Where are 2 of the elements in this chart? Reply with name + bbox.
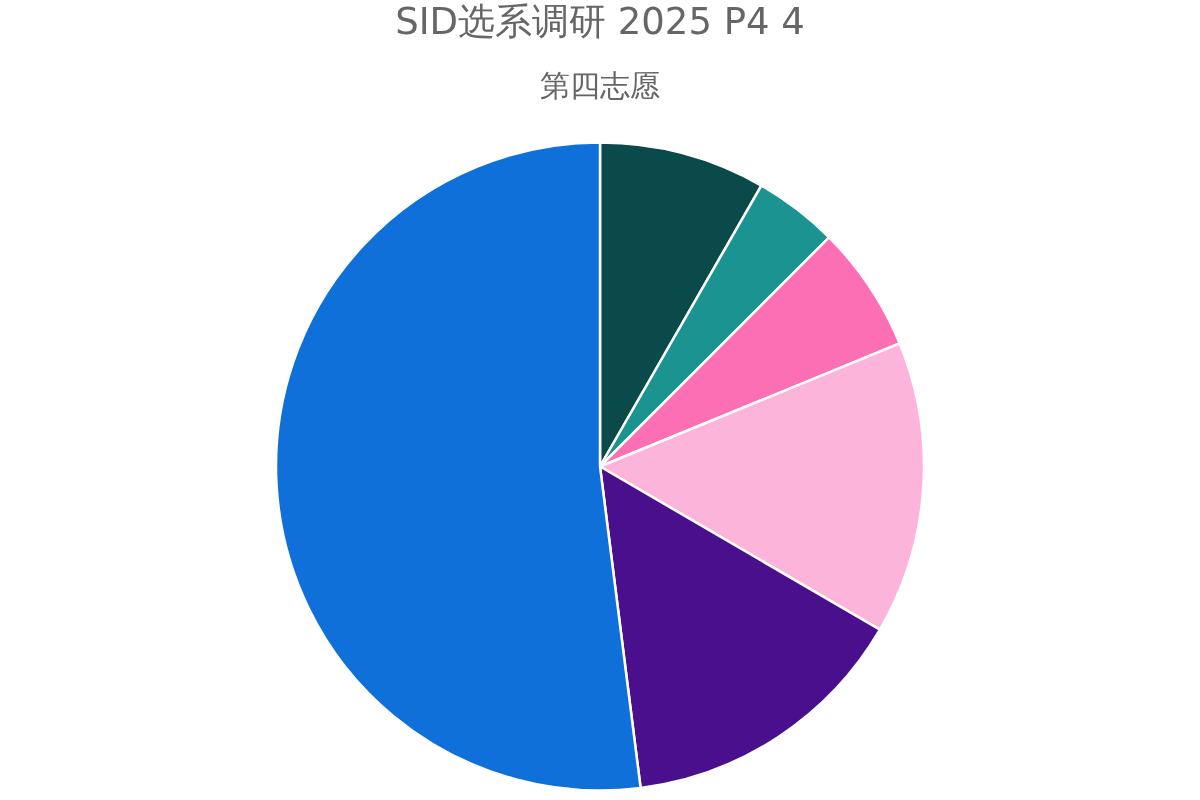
chart-subtitle: 第四志愿	[540, 68, 660, 103]
chart-title: SID选系调研 2025 P4 4	[395, 0, 805, 43]
